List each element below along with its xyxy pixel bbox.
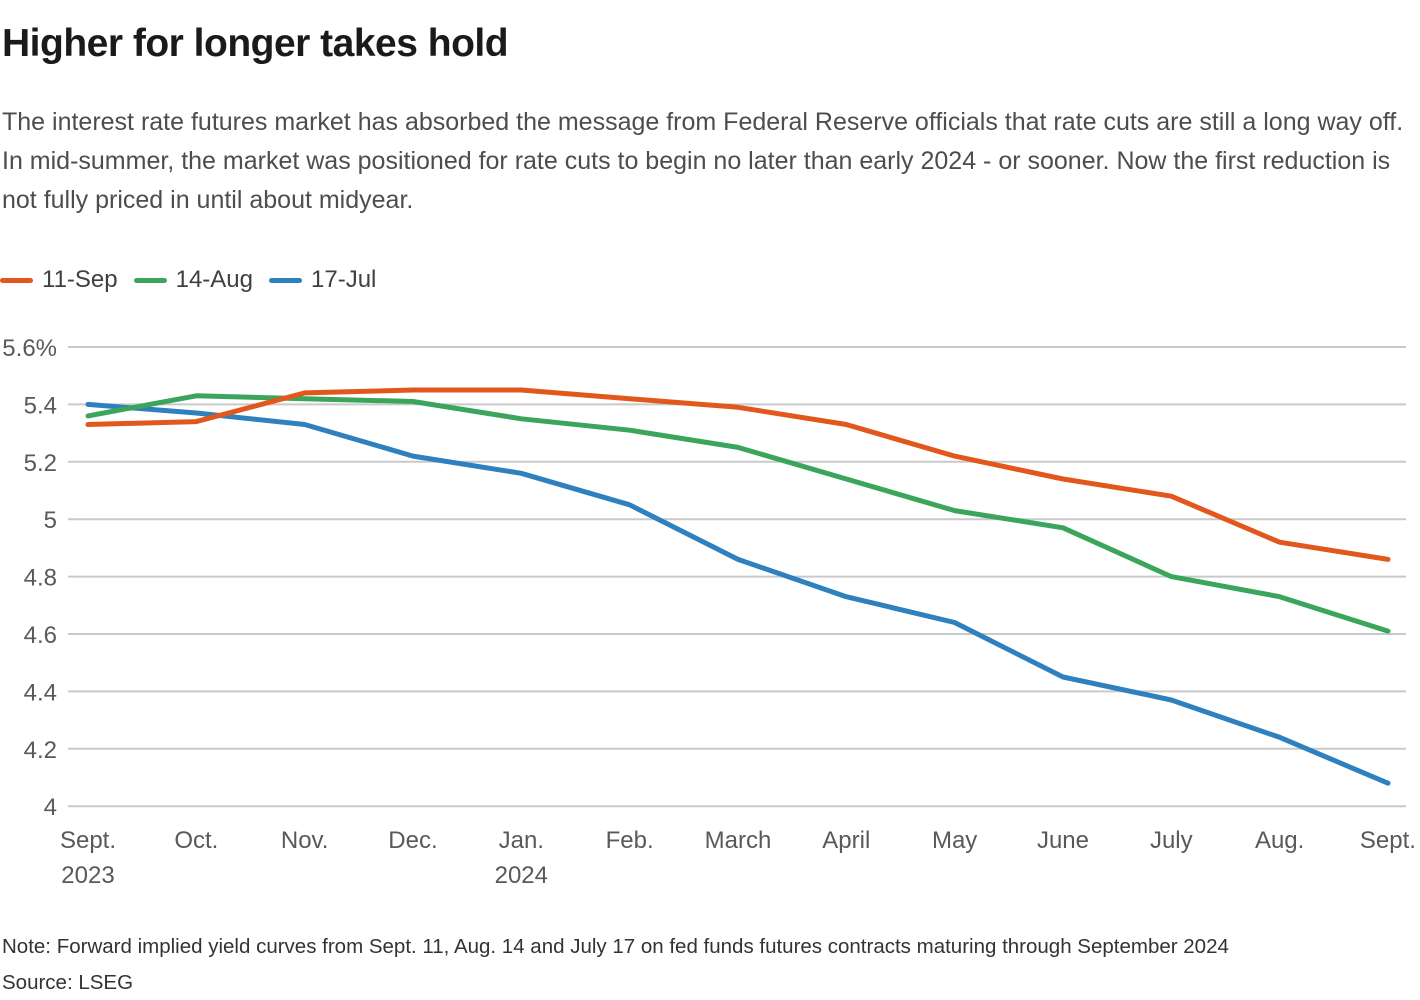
chart-subtitle: The interest rate futures market has abs… xyxy=(2,108,1404,214)
x-axis-year-label: 2023 xyxy=(61,862,114,889)
legend-label-17-jul: 17-Jul xyxy=(311,266,377,293)
legend-swatch-17-jul-icon xyxy=(269,277,302,283)
y-axis-tick-label: 5 xyxy=(44,507,57,534)
x-axis-tick-label: Aug. xyxy=(1255,827,1304,854)
x-axis-tick-label: May xyxy=(932,827,977,854)
line-chart-plot: 5.6% 5.4 5.2 5 4.8 4.6 4.4 4.2 4 Sept. 2023 Oct. Nov… xyxy=(0,330,1420,890)
legend-label-11-sep: 11-Sep xyxy=(42,266,118,293)
legend-item-17-jul: 17-Jul xyxy=(269,266,376,294)
chart-note: Note: Forward implied yield curves from … xyxy=(2,935,1229,958)
x-axis-tick-label: Dec. xyxy=(388,827,437,854)
series-line-17-jul xyxy=(85,401,1391,786)
x-axis-year-label: 2024 xyxy=(495,862,548,889)
x-axis-tick-label: Feb. xyxy=(606,827,654,854)
chart-title: Higher for longer takes hold xyxy=(2,22,509,65)
y-axis-tick-label: 4 xyxy=(44,794,57,821)
x-axis-tick-label: Sept. xyxy=(1360,827,1416,854)
x-axis-tick-label: April xyxy=(822,827,870,854)
x-axis-tick-label: March xyxy=(705,827,772,854)
legend-label-14-aug: 14-Aug xyxy=(175,266,253,293)
y-axis-tick-label: 5.2 xyxy=(24,450,57,477)
y-axis-tick-label: 4.8 xyxy=(24,565,57,592)
legend-swatch-11-sep-icon xyxy=(0,277,33,283)
chart-legend: 11-Sep 14-Aug 17-Jul xyxy=(0,266,376,294)
series-line-14-aug xyxy=(85,393,1391,634)
chart-source: Source: LSEG xyxy=(2,971,134,994)
x-axis-tick-label: Jan. xyxy=(499,827,544,854)
x-axis-tick-label: July xyxy=(1150,827,1193,854)
y-axis-tick-label: 4.2 xyxy=(24,737,57,764)
series-line-11-sep xyxy=(85,387,1391,562)
x-axis-tick-label: Sept. xyxy=(60,827,116,854)
legend-item-11-sep: 11-Sep xyxy=(0,266,118,294)
y-axis-tick-label: 5.4 xyxy=(24,392,57,419)
y-axis-tick-label: 5.6% xyxy=(2,335,57,362)
legend-item-14-aug: 14-Aug xyxy=(133,266,253,294)
y-axis-tick-label: 4.6 xyxy=(24,622,57,649)
x-axis-tick-label: Oct. xyxy=(174,827,218,854)
chart-footer: Note: Forward implied yield curves from … xyxy=(2,929,1229,1000)
x-axis-tick-label: June xyxy=(1037,827,1089,854)
legend-swatch-14-aug-icon xyxy=(133,277,167,283)
x-axis-tick-label: Nov. xyxy=(281,827,329,854)
y-axis-tick-label: 4.4 xyxy=(24,679,57,706)
